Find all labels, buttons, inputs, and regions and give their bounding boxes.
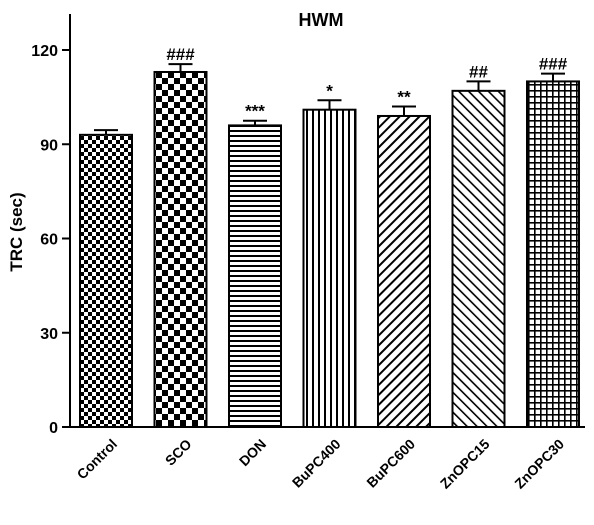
y-ticks: 0 30 60 90 120: [31, 43, 70, 437]
significance-label: **: [397, 88, 411, 107]
x-tick-label: DON: [236, 436, 269, 469]
y-tick-label: 120: [31, 43, 58, 60]
x-tick-label: BuPC600: [363, 436, 418, 491]
x-tick-label: SCO: [162, 436, 195, 469]
y-tick-label: 60: [40, 232, 58, 249]
bar-control: [79, 133, 133, 428]
significance-label: ###: [166, 45, 195, 64]
significance-label: ###: [539, 55, 568, 74]
x-tick-labels: Control SCO DON BuPC400 BuPC600 ZnOPC15 ZnOPC3…: [74, 436, 568, 492]
bar-bupc400: [302, 108, 357, 428]
x-tick-label: ZnOPC30: [511, 436, 567, 492]
bar-znopc30: [526, 80, 580, 429]
significance-label: *: [326, 81, 333, 100]
bar-don: [228, 124, 282, 429]
y-tick-label: 30: [40, 326, 58, 343]
x-tick-label: ZnOPC15: [437, 436, 493, 492]
bar-bupc600: [377, 114, 431, 428]
y-axis-label: TRC (sec): [7, 192, 26, 271]
y-tick-label: 0: [49, 420, 58, 437]
significance-label: ##: [469, 62, 488, 81]
x-tick-label: BuPC400: [289, 436, 344, 491]
bars-group: ###**** **## ###: [79, 45, 580, 429]
bar-znopc15: [451, 89, 506, 428]
y-tick-label: 90: [40, 137, 58, 154]
x-tick-label: Control: [74, 436, 121, 483]
chart-title: HWM: [299, 10, 344, 30]
bar-sco: [153, 70, 208, 428]
significance-label: ***: [245, 102, 265, 121]
